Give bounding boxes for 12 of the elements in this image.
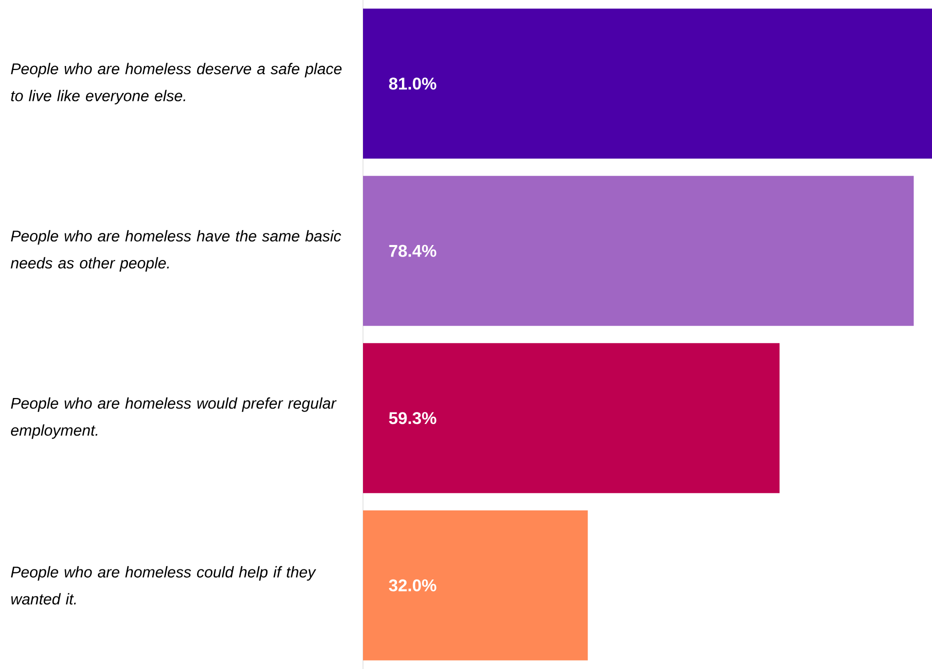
data-label: 32.0% (388, 579, 436, 592)
y-tick-label: People who are homeless could help if they wanted it. (10, 566, 316, 605)
data-label: 81.0% (389, 78, 436, 90)
data-label: 59.3% (389, 412, 436, 424)
bar (363, 176, 914, 326)
bar (363, 8, 932, 159)
y-tick-label: People who are homeless have the same basic needs as other people. (10, 230, 342, 272)
bar (363, 343, 780, 494)
y-tick-label: People who are homeless would prefer regular employment. (10, 397, 337, 439)
bar (363, 510, 588, 660)
data-label: 78.4% (389, 244, 436, 257)
y-tick-label: People who are homeless deserve a safe place to live like everyone else. (10, 62, 342, 104)
